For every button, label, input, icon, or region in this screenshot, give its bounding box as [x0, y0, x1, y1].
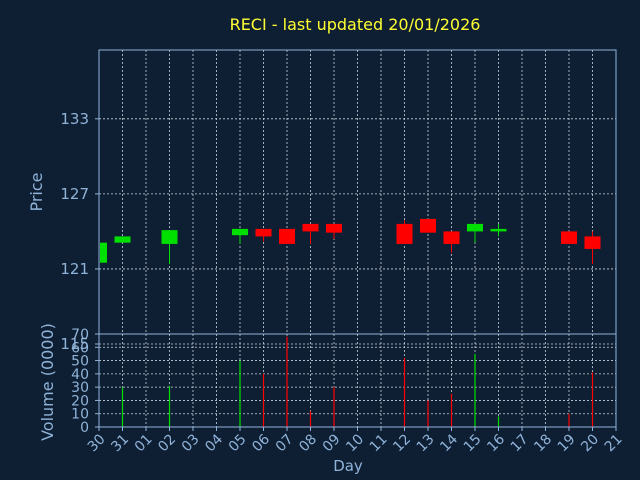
price-candles: [98, 218, 601, 264]
x-axis-label: Day: [333, 457, 363, 475]
price-y-tick-label: 115: [60, 335, 89, 353]
candle-body: [490, 228, 507, 232]
candle-body: [396, 223, 413, 244]
candle-body: [561, 231, 577, 244]
price-panel: 115 121 127 133 Price: [27, 49, 617, 353]
volume-axis-label: Volume (0000): [38, 323, 57, 441]
volume-y-tick-label: 50: [71, 354, 89, 370]
candle-body: [302, 223, 319, 232]
candle-body: [255, 228, 272, 237]
candle-body: [161, 230, 178, 244]
price-y-tick-label: 133: [60, 110, 89, 128]
volume-y-tick-label: 10: [71, 407, 89, 423]
price-axis-label: Price: [27, 172, 46, 211]
volume-y-tick-label: 70: [71, 327, 89, 343]
candle-body: [114, 236, 131, 243]
volume-y-tick-label: 40: [71, 367, 89, 383]
price-y-tick-label: 121: [60, 260, 89, 278]
chart-title: RECI - last updated 20/01/2026: [230, 15, 481, 34]
volume-y-tick-label: 30: [71, 380, 89, 396]
candle-body: [467, 223, 483, 232]
volume-y-tick-label: 0: [80, 420, 89, 436]
price-y-tick-label: 127: [60, 185, 89, 203]
candle-body: [443, 231, 460, 244]
candle-body: [326, 223, 342, 233]
volume-y-tick-label: 20: [71, 393, 89, 409]
price-grid: [99, 50, 616, 345]
candle-body: [584, 236, 601, 249]
volume-bars: [121, 336, 594, 427]
candle-body: [232, 228, 248, 236]
candle-body: [420, 218, 436, 233]
volume-y-tick-label: 60: [71, 340, 89, 356]
candle-body: [279, 228, 295, 244]
candle-body: [100, 242, 107, 263]
price-y-tick-labels: 115 121 127 133: [60, 110, 99, 353]
